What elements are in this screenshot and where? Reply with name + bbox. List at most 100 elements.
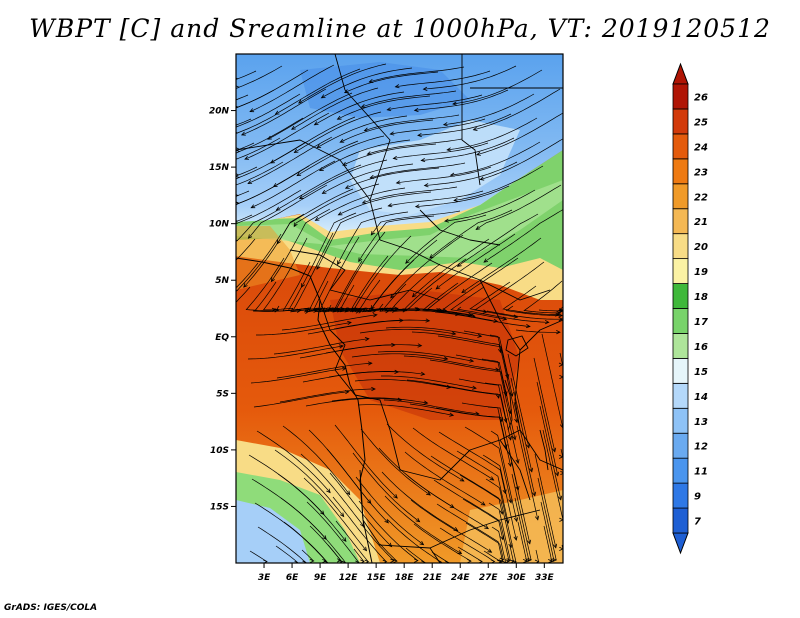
streamline-arrow bbox=[443, 356, 449, 361]
streamline-arrow bbox=[389, 131, 395, 136]
streamline bbox=[482, 454, 517, 541]
streamline-arrow bbox=[566, 255, 570, 258]
streamline bbox=[379, 543, 398, 562]
lake-tanganyika bbox=[504, 379, 513, 431]
streamline bbox=[236, 137, 281, 160]
streamline bbox=[321, 67, 413, 99]
streamline-arrow bbox=[472, 385, 477, 390]
streamline-arrow bbox=[528, 467, 534, 473]
streamline-arrow bbox=[442, 308, 448, 313]
colorbar-segment bbox=[672, 233, 689, 260]
streamline-arrow bbox=[558, 313, 563, 318]
x-tick-label: 30E bbox=[507, 573, 527, 583]
streamline-arrow bbox=[551, 447, 557, 453]
streamline-arrow bbox=[556, 310, 562, 316]
streamline bbox=[236, 238, 256, 261]
streamline bbox=[281, 314, 377, 331]
streamline-arrow bbox=[342, 161, 348, 166]
streamline bbox=[481, 358, 516, 440]
streamline bbox=[430, 455, 503, 515]
colorbar-label: 16 bbox=[694, 342, 708, 353]
streamline-arrow bbox=[321, 189, 327, 194]
streamline bbox=[262, 237, 308, 311]
streamline-arrow bbox=[472, 126, 478, 131]
streamline-arrow bbox=[513, 517, 519, 523]
colorbar-label: 20 bbox=[694, 242, 708, 253]
streamline-arrow bbox=[336, 115, 342, 120]
streamline bbox=[514, 497, 530, 561]
streamline bbox=[283, 521, 329, 563]
colorbar-segment bbox=[672, 283, 689, 309]
streamline bbox=[359, 328, 456, 335]
streamline-arrow bbox=[502, 316, 508, 321]
y-tick-label: 5N bbox=[215, 276, 229, 286]
streamline-arrow bbox=[499, 557, 505, 562]
streamline bbox=[345, 167, 440, 189]
streamline bbox=[523, 280, 563, 314]
streamline bbox=[474, 261, 545, 313]
streamline bbox=[429, 359, 507, 396]
streamline bbox=[454, 165, 544, 201]
streamline bbox=[459, 474, 512, 548]
streamline bbox=[469, 281, 518, 318]
border-line bbox=[379, 239, 551, 301]
streamline bbox=[413, 523, 472, 562]
streamline bbox=[276, 164, 362, 211]
streamline-arrow bbox=[552, 543, 558, 549]
streamline-arrow bbox=[422, 86, 428, 91]
lake-victoria bbox=[505, 335, 529, 357]
colorbar-segment bbox=[672, 382, 689, 409]
streamline-arrow bbox=[345, 490, 351, 496]
streamline bbox=[439, 527, 495, 562]
streamline bbox=[247, 345, 344, 360]
streamline bbox=[370, 239, 438, 310]
streamline bbox=[381, 471, 458, 531]
x-tick-label: 18E bbox=[395, 573, 415, 583]
border-line bbox=[461, 54, 481, 186]
streamline-arrow bbox=[467, 559, 472, 563]
streamline-arrow bbox=[393, 558, 398, 563]
streamline-arrow bbox=[420, 158, 426, 163]
streamline bbox=[280, 497, 346, 563]
colorbar-label: 17 bbox=[694, 317, 708, 328]
streamline bbox=[464, 426, 512, 503]
chart-title: WBPT [C] and Sreamline at 1000hPa, VT: 2… bbox=[29, 14, 771, 43]
streamline bbox=[316, 207, 383, 270]
streamlines-layer bbox=[236, 63, 570, 563]
streamline bbox=[298, 63, 387, 104]
streamline-arrow bbox=[444, 218, 449, 223]
streamline-arrow bbox=[457, 550, 463, 555]
streamline-arrow bbox=[361, 199, 367, 204]
streamline bbox=[393, 142, 489, 159]
streamline-arrow bbox=[360, 104, 366, 108]
streamline bbox=[441, 257, 519, 312]
streamline bbox=[236, 93, 301, 128]
streamline bbox=[369, 66, 465, 83]
streamline bbox=[239, 117, 304, 152]
streamline-arrow bbox=[453, 197, 459, 202]
streamline bbox=[236, 262, 259, 288]
streamline-arrow bbox=[236, 289, 238, 292]
y-axis: 20N 15N 10N 5N EQ 5S 10S 15S bbox=[209, 107, 236, 512]
streamline-arrow bbox=[236, 98, 238, 101]
streamline bbox=[403, 258, 467, 310]
streamline bbox=[306, 501, 360, 563]
colorbar-segment bbox=[672, 357, 689, 384]
streamline-arrow bbox=[554, 471, 560, 477]
streamline bbox=[253, 391, 349, 408]
streamline bbox=[328, 371, 425, 378]
streamline bbox=[325, 344, 422, 354]
streamline bbox=[483, 209, 563, 263]
streamline bbox=[236, 233, 282, 291]
streamline-arrow bbox=[394, 84, 400, 89]
colorbar-label: 19 bbox=[694, 267, 708, 278]
streamline-arrow bbox=[293, 148, 299, 153]
x-tick-label: 33E bbox=[535, 573, 555, 583]
streamline bbox=[381, 375, 477, 389]
y-tick-label: 15S bbox=[210, 502, 229, 512]
streamline-arrow bbox=[467, 312, 473, 317]
streamline-arrow bbox=[390, 558, 395, 563]
streamline-arrow bbox=[236, 222, 239, 225]
streamline bbox=[256, 322, 352, 336]
